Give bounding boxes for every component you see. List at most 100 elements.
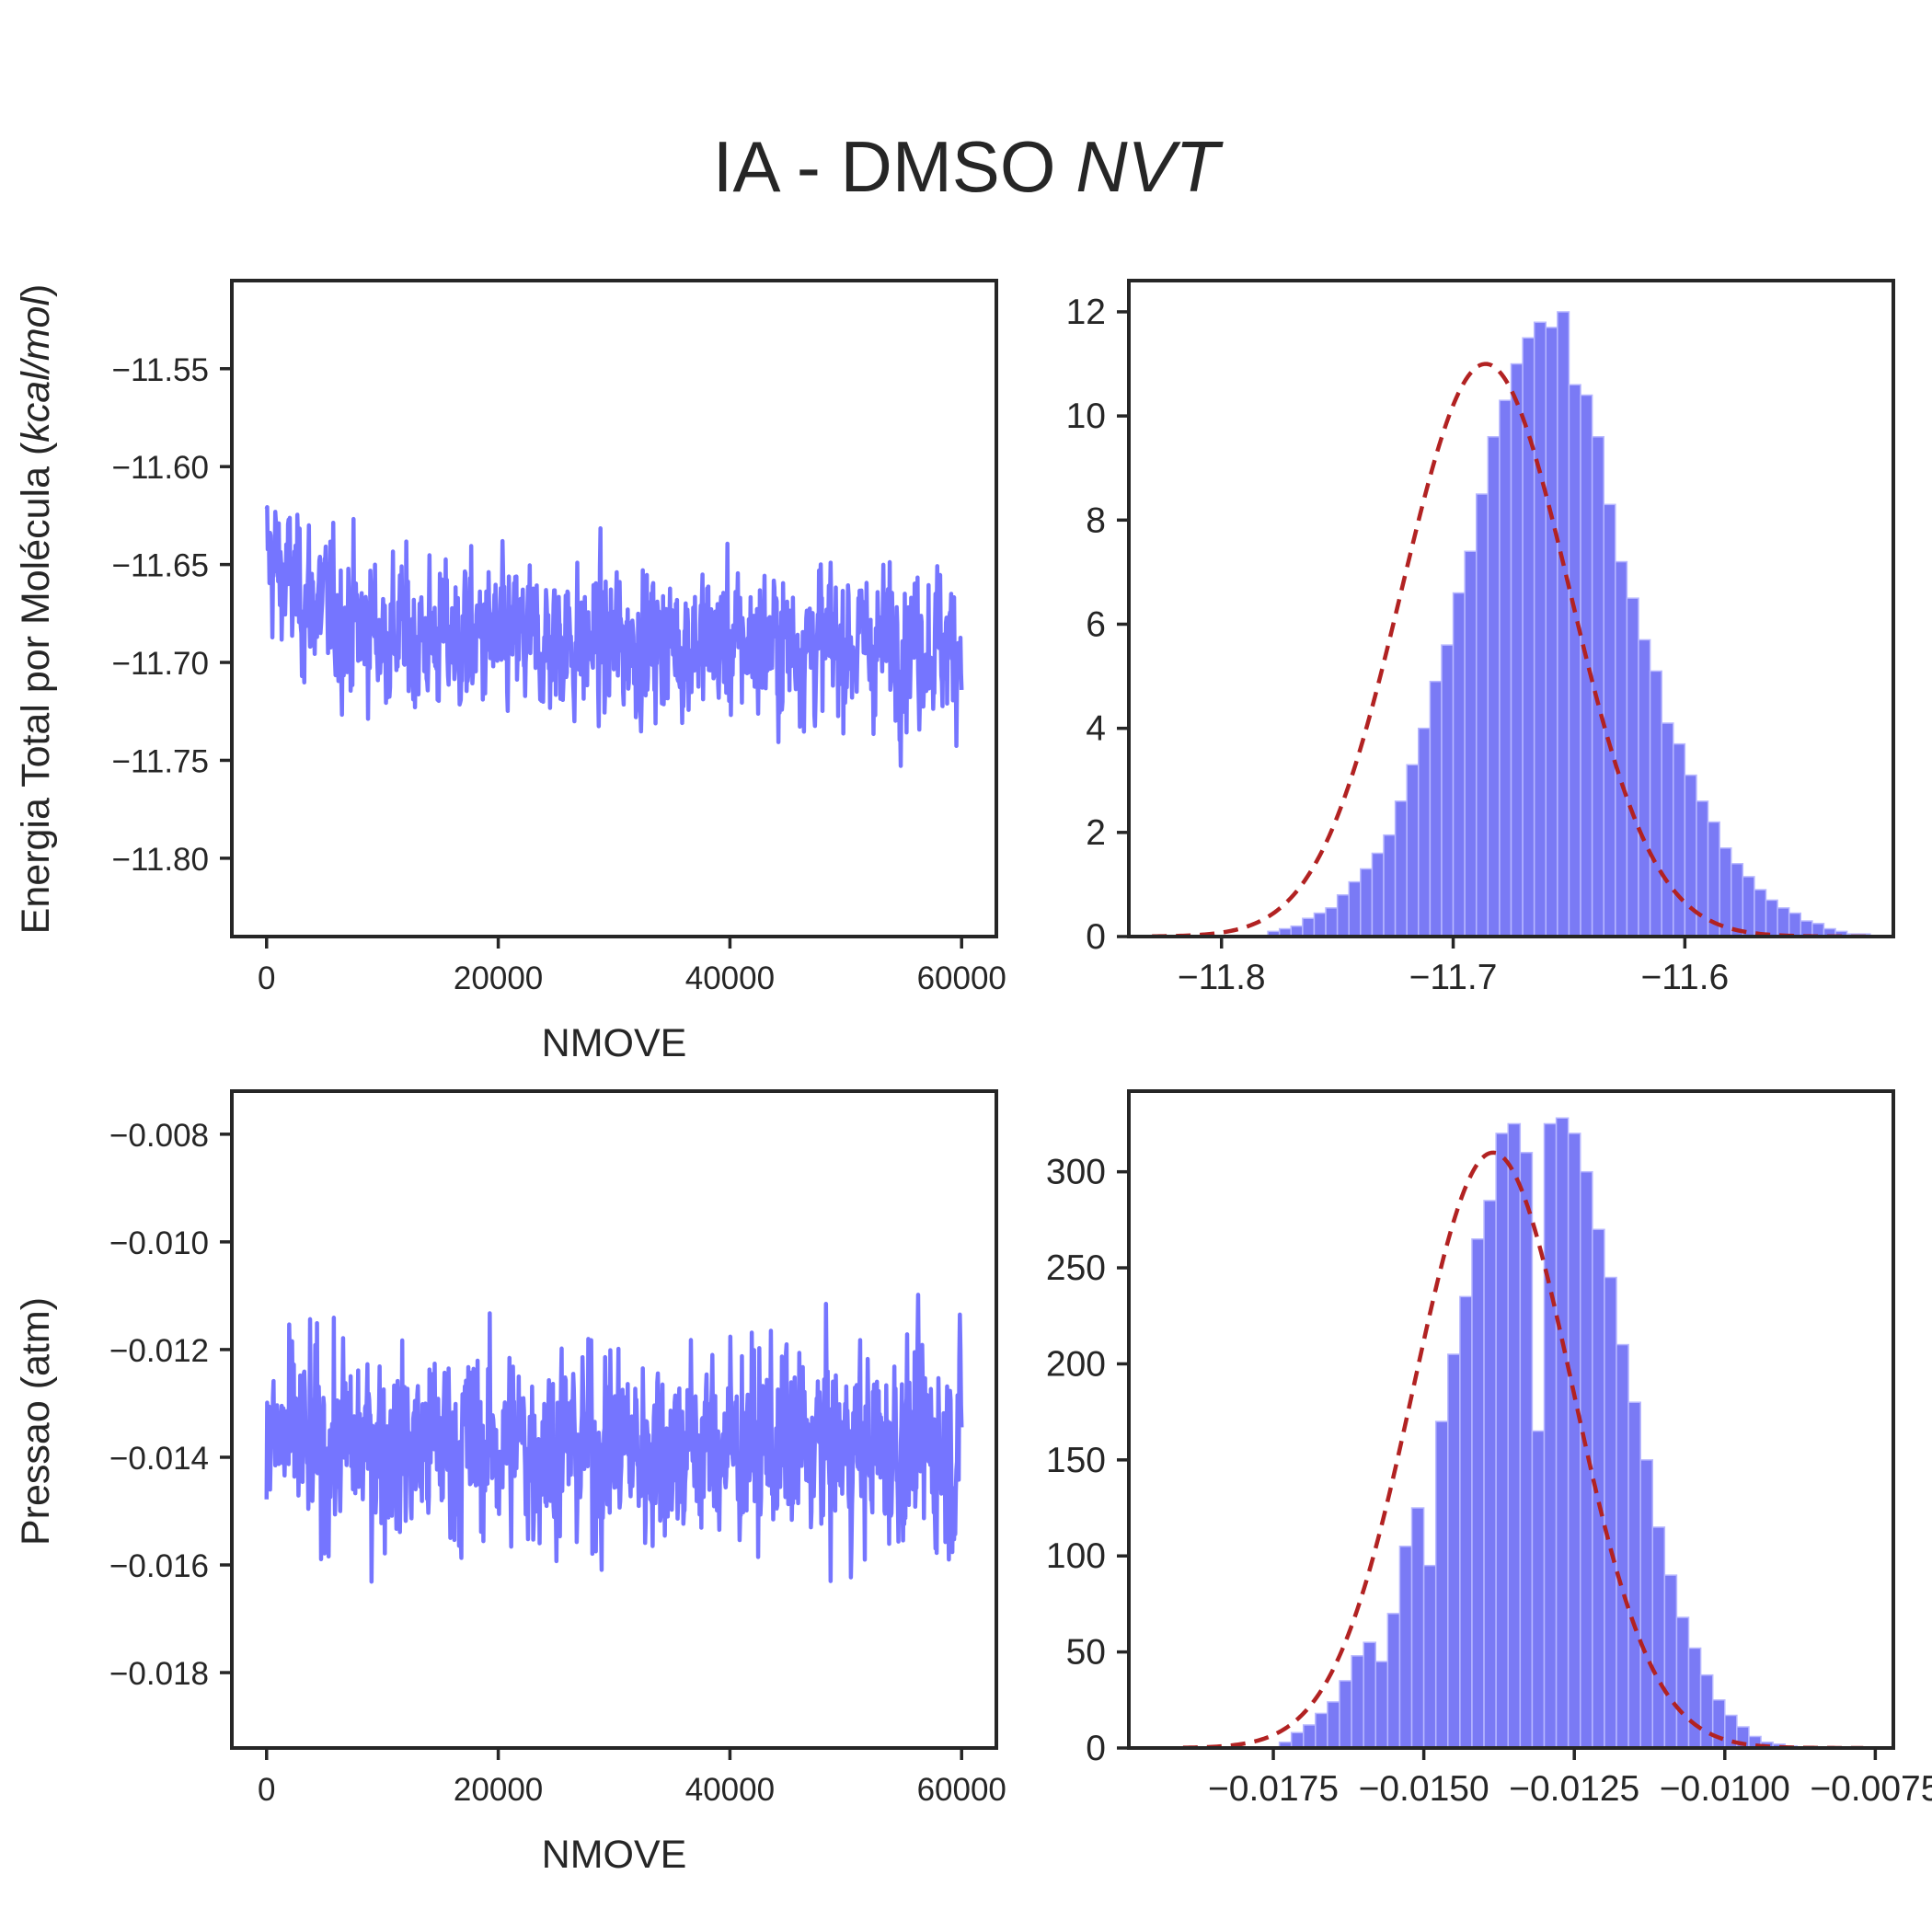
pressure-trace-panel: 0 20000 40000 60000 −0.008 −0.010 −0.012 −0.014… bbox=[109, 1089, 1006, 1877]
histogram-bar bbox=[1707, 821, 1720, 937]
histogram-bar bbox=[1290, 1731, 1305, 1748]
y-tick-label: 200 bbox=[1046, 1344, 1106, 1384]
x-tick-label: 20000 bbox=[454, 1772, 543, 1808]
histogram-bar bbox=[1531, 1430, 1546, 1748]
x-tick-label: 40000 bbox=[685, 960, 775, 996]
energy-trace-xlabel: NMOVE bbox=[542, 1021, 687, 1065]
histogram-bar bbox=[1543, 1122, 1558, 1748]
y-tick-label: 250 bbox=[1046, 1248, 1106, 1288]
pressure-ylabel: Pressao (atm) bbox=[14, 1297, 58, 1546]
histogram-bar bbox=[1568, 384, 1581, 937]
histogram-bar bbox=[1651, 1526, 1666, 1748]
x-tick-label: −0.0150 bbox=[1359, 1769, 1489, 1809]
pressure-trace-frame bbox=[230, 1089, 998, 1750]
histogram-bar bbox=[1754, 889, 1767, 937]
histogram-bar bbox=[1499, 399, 1512, 937]
histogram-bar bbox=[1483, 1200, 1497, 1748]
histogram-bar bbox=[1719, 847, 1732, 937]
histogram-bar bbox=[1394, 800, 1408, 937]
histogram-bar bbox=[1777, 907, 1790, 937]
histogram-bar bbox=[1626, 597, 1639, 937]
y-tick-label: −0.008 bbox=[109, 1118, 209, 1154]
histogram-bar bbox=[1788, 912, 1802, 937]
y-tick-label: −0.010 bbox=[109, 1225, 209, 1261]
histogram-bar bbox=[1327, 1701, 1340, 1748]
histogram-bar bbox=[1313, 912, 1327, 937]
histogram-bar bbox=[1675, 1616, 1690, 1748]
y-tick-label: 4 bbox=[1086, 709, 1106, 749]
y-tick-label: 300 bbox=[1046, 1153, 1106, 1192]
histogram-bar bbox=[1406, 764, 1420, 937]
histogram-bar bbox=[1649, 670, 1662, 937]
histogram-bar bbox=[1371, 852, 1385, 937]
histogram-bar bbox=[1580, 394, 1593, 937]
energy-histogram-plot-area bbox=[1152, 311, 1871, 937]
pressure-histogram-plot-area bbox=[1182, 1117, 1864, 1748]
energy-trace-panel: 0 20000 40000 60000 −11.55 −11.60 −11.65 −11.70… bbox=[112, 279, 1006, 1065]
figure-title: IA - DMSO NVT bbox=[713, 126, 1225, 207]
x-tick-label: −11.8 bbox=[1178, 958, 1266, 997]
histogram-bar bbox=[1315, 1712, 1328, 1748]
histogram-bar bbox=[1699, 1673, 1714, 1748]
y-tick-label: 10 bbox=[1066, 397, 1106, 436]
x-tick-label: −0.0175 bbox=[1208, 1769, 1339, 1809]
energy-ylabel: Energia Total por Molécula (kcal/mol) bbox=[14, 284, 58, 935]
y-tick-label: −11.70 bbox=[112, 646, 209, 682]
y-tick-label: 6 bbox=[1086, 604, 1106, 644]
y-tick-label: −0.016 bbox=[109, 1548, 209, 1584]
histogram-bar bbox=[1510, 362, 1524, 937]
histogram-bar bbox=[1519, 1152, 1534, 1748]
gaussian-fit-line bbox=[1152, 362, 1870, 937]
x-tick-label: 20000 bbox=[454, 960, 543, 996]
histogram-bar bbox=[1663, 1574, 1678, 1748]
figure-title-main: IA - DMSO bbox=[713, 126, 1075, 207]
histogram-bar bbox=[1765, 899, 1778, 937]
histogram-bar bbox=[1638, 638, 1651, 937]
y-tick-label: −11.80 bbox=[112, 842, 209, 878]
histogram-bar bbox=[1360, 868, 1374, 937]
histogram-bar bbox=[1507, 1122, 1522, 1748]
x-tick-label: −0.0075 bbox=[1810, 1769, 1932, 1809]
histogram-bar bbox=[1302, 917, 1316, 937]
y-tick-label: 50 bbox=[1066, 1633, 1106, 1673]
histogram-bar bbox=[1325, 907, 1339, 937]
energy-trace-frame bbox=[230, 279, 998, 938]
x-tick-label: 0 bbox=[258, 960, 275, 996]
x-tick-label: 0 bbox=[258, 1772, 275, 1808]
histogram-bar bbox=[1374, 1661, 1389, 1748]
histogram-bar bbox=[1487, 436, 1501, 937]
x-tick-label: −11.6 bbox=[1640, 958, 1729, 997]
pressure-trace-xlabel: NMOVE bbox=[542, 1833, 687, 1877]
figure-title-italic: NVT bbox=[1075, 126, 1224, 207]
histogram-bar bbox=[1711, 1699, 1726, 1748]
histogram-bar bbox=[1533, 321, 1547, 937]
y-tick-label: −11.65 bbox=[112, 548, 209, 584]
histogram-bar bbox=[1567, 1133, 1581, 1748]
y-tick-label: −0.014 bbox=[109, 1441, 209, 1477]
x-tick-label: 60000 bbox=[917, 960, 1006, 996]
histogram-bar bbox=[1604, 1276, 1617, 1748]
x-tick-label: 60000 bbox=[917, 1772, 1006, 1808]
y-tick-label: 8 bbox=[1086, 500, 1106, 540]
histogram-bar bbox=[1495, 1133, 1509, 1748]
histogram-bar bbox=[1661, 722, 1674, 937]
histogram-bar bbox=[1696, 800, 1709, 937]
histogram-bar bbox=[1730, 863, 1744, 937]
histogram-bar bbox=[1615, 560, 1628, 937]
histogram-bar bbox=[1557, 311, 1570, 937]
histogram-bar bbox=[1434, 1420, 1449, 1748]
histogram-bar bbox=[1303, 1724, 1317, 1748]
histogram-bar bbox=[1555, 1117, 1570, 1748]
histogram-bar bbox=[1410, 1507, 1425, 1748]
y-tick-label: 0 bbox=[1086, 1729, 1106, 1768]
energy-histogram-frame bbox=[1127, 279, 1895, 938]
y-tick-label: 2 bbox=[1086, 813, 1106, 853]
pressure-trace-plot-area bbox=[264, 1293, 964, 1584]
histogram-bar bbox=[1452, 592, 1466, 937]
histogram-bar bbox=[1687, 1647, 1702, 1748]
histogram-bar bbox=[1386, 1613, 1401, 1748]
energy-histogram-panel: −11.8 −11.7 −11.6 0 2 4 6 8 10 12 bbox=[1066, 279, 1895, 997]
histogram-bar bbox=[1627, 1401, 1641, 1748]
histogram-bar bbox=[1464, 550, 1478, 937]
